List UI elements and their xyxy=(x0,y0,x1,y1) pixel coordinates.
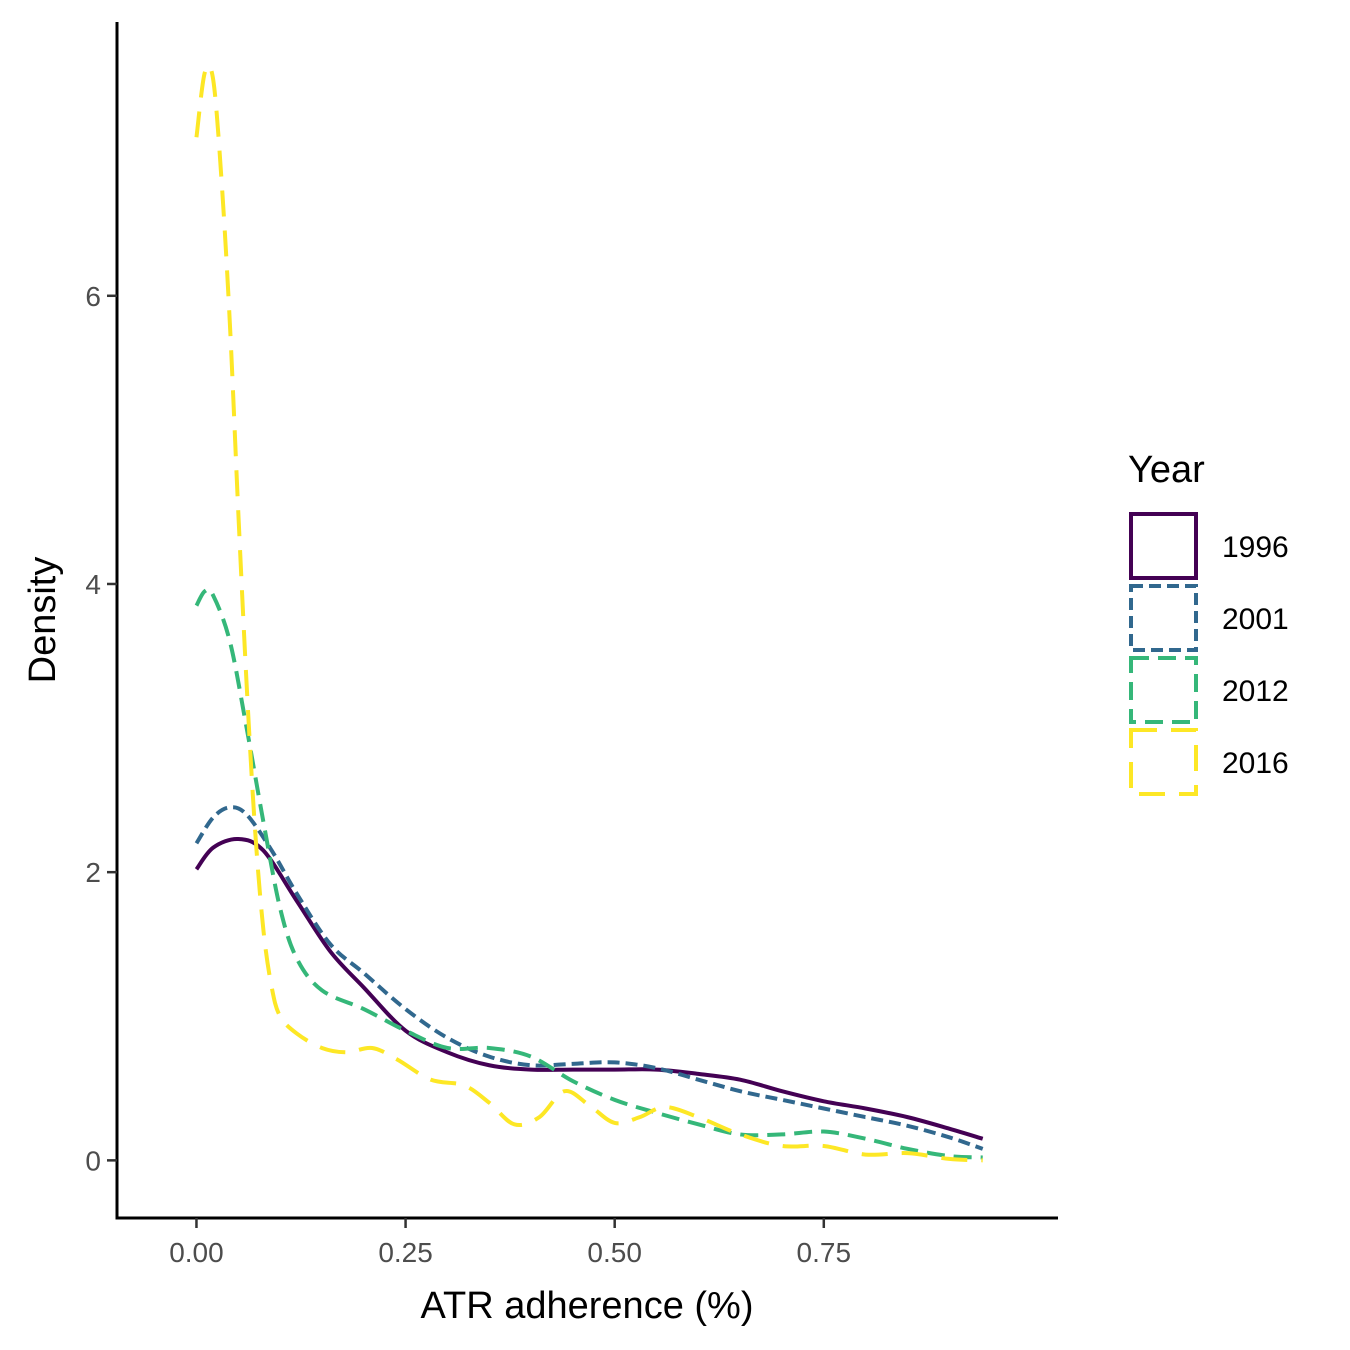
series-line-2012 xyxy=(194,587,983,1160)
legend-items: 1996 2001 2012 2016 xyxy=(1129,512,1289,796)
series-line-2016 xyxy=(194,63,983,1163)
legend-label-2001: 2001 xyxy=(1222,603,1289,636)
legend-label-2016: 2016 xyxy=(1222,747,1289,780)
legend-key-2016 xyxy=(1129,728,1198,796)
legend-key-2001 xyxy=(1129,584,1198,652)
legend-label-1996: 1996 xyxy=(1222,531,1289,564)
series-layer xyxy=(194,63,984,1163)
x-axis-title: ATR adherence (%) xyxy=(421,1285,754,1327)
legend-key-2012 xyxy=(1129,656,1198,724)
y-tick-label: 4 xyxy=(85,569,101,600)
series-line-2001 xyxy=(194,805,984,1151)
y-axis-ticks: 0 2 4 6 xyxy=(85,281,117,1176)
y-tick-label: 0 xyxy=(85,1145,101,1176)
legend: Year 1996 2001 2012 2016 xyxy=(1128,449,1289,796)
x-tick-label: 0.75 xyxy=(797,1237,852,1268)
series-line-1996 xyxy=(194,837,984,1141)
x-axis-ticks: 0.00 0.25 0.50 0.75 xyxy=(169,1218,851,1268)
x-tick-label: 0.50 xyxy=(587,1237,642,1268)
legend-title: Year xyxy=(1128,449,1205,491)
y-axis-title: Density xyxy=(22,557,64,684)
y-tick-label: 6 xyxy=(85,281,101,312)
x-tick-label: 0.25 xyxy=(378,1237,433,1268)
x-tick-label: 0.00 xyxy=(169,1237,224,1268)
y-tick-label: 2 xyxy=(85,857,101,888)
legend-label-2012: 2012 xyxy=(1222,675,1289,708)
legend-key-1996 xyxy=(1129,512,1198,580)
